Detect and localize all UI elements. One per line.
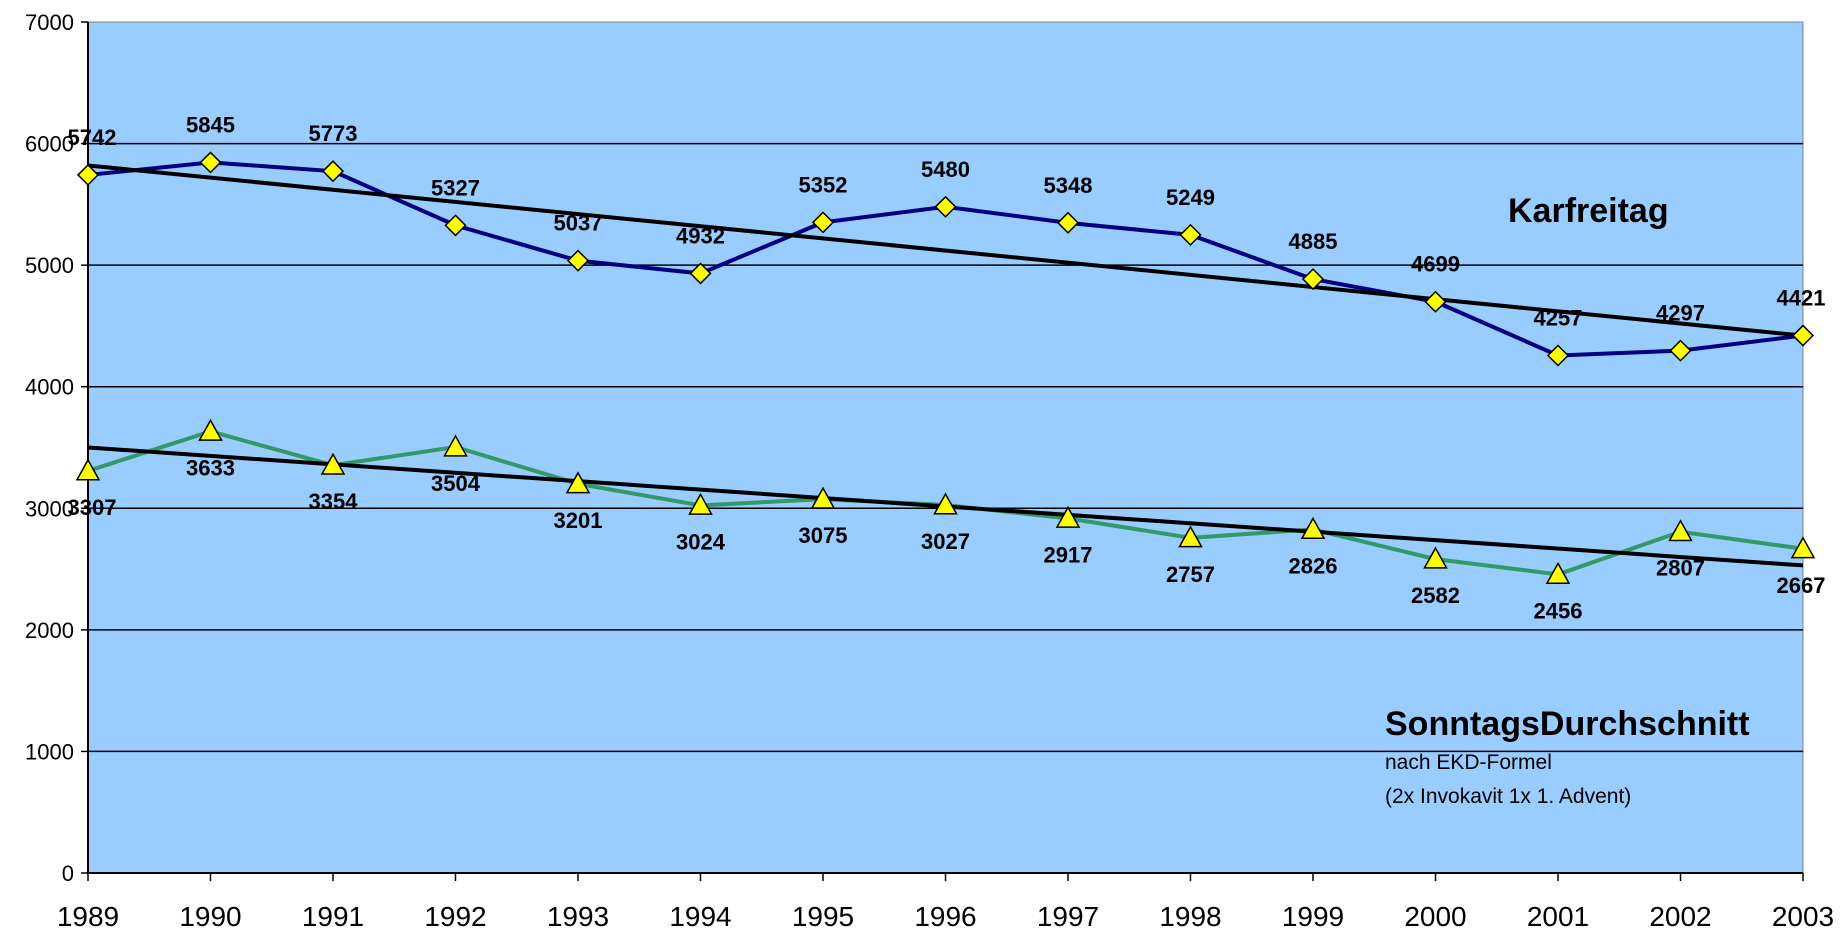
- plot-area: [87, 21, 1804, 874]
- y-tick-label: 2000: [25, 618, 74, 643]
- data-point: [934, 195, 957, 218]
- y-axis-ticks: 0 1000 2000 3000 4000 5000 6000 7000: [25, 10, 88, 886]
- data-point: [199, 151, 222, 174]
- data-label: 2757: [1166, 562, 1215, 587]
- data-label: 4932: [676, 223, 725, 248]
- data-label: 2456: [1534, 598, 1583, 623]
- data-label: 5845: [186, 112, 235, 137]
- x-tick-label: 1997: [1037, 901, 1099, 932]
- data-label: 3633: [186, 455, 235, 480]
- data-point: [443, 434, 468, 457]
- x-tick-label: 2001: [1527, 901, 1589, 932]
- y-tick-label: 3000: [25, 496, 74, 521]
- data-label: 5480: [921, 157, 970, 182]
- data-label: 4297: [1656, 301, 1705, 326]
- data-point: [1056, 211, 1080, 234]
- data-label: 4885: [1289, 229, 1338, 254]
- data-point: [1668, 519, 1693, 542]
- x-tick-label: 1996: [914, 901, 976, 932]
- data-point: [1545, 561, 1571, 584]
- karfreitag-annotation: Karfreitag: [1508, 192, 1669, 230]
- data-point: [1546, 344, 1570, 367]
- data-labels: 5742 5845 5773 5327 5037 4932 5352 5480 5348 5249…: [68, 112, 1826, 623]
- data-label: 2917: [1044, 542, 1093, 567]
- data-point: [810, 486, 836, 509]
- sonntag-note-line1: nach EKD-Formel: [1385, 751, 1552, 774]
- data-point: [198, 418, 223, 441]
- data-label: 5773: [309, 121, 358, 146]
- x-tick-label: 1992: [424, 901, 486, 932]
- data-point: [1669, 339, 1692, 362]
- data-label: 2667: [1777, 573, 1826, 598]
- data-label: 4421: [1777, 286, 1826, 311]
- data-label: 2582: [1411, 583, 1460, 608]
- x-tick-label: 1991: [302, 901, 364, 932]
- x-tick-label: 1993: [547, 901, 609, 932]
- y-tick-label: 4000: [25, 375, 74, 400]
- data-point: [444, 214, 467, 237]
- x-tick-label: 1989: [57, 901, 119, 932]
- data-label: 5742: [68, 125, 117, 150]
- y-tick-label: 6000: [25, 132, 74, 157]
- data-label: 5327: [431, 175, 480, 200]
- data-label: 3504: [431, 471, 481, 496]
- x-axis-ticks: 1989 1990 1991 1992 1993 1994 1995 1996 1997 1998…: [57, 873, 1834, 932]
- y-tick-label: 7000: [25, 10, 74, 35]
- x-tick-label: 2000: [1404, 901, 1466, 932]
- data-point: [321, 160, 345, 183]
- series-sonntagsdurchschnitt: [75, 418, 1816, 584]
- data-point: [1790, 536, 1816, 559]
- data-point: [689, 262, 712, 285]
- data-label: 3307: [68, 495, 117, 520]
- x-tick-label: 1998: [1159, 901, 1221, 932]
- series-layer: [75, 151, 1816, 584]
- sonntag-annotation: SonntagsDurchschnitt: [1385, 705, 1750, 743]
- data-point: [566, 249, 590, 272]
- data-label: 3075: [799, 523, 848, 548]
- x-tick-label: 1990: [179, 901, 241, 932]
- data-point: [1423, 546, 1448, 569]
- x-tick-label: 2003: [1772, 901, 1834, 932]
- x-tick-label: 2002: [1649, 901, 1711, 932]
- x-tick-label: 1999: [1282, 901, 1344, 932]
- sonntag-note-line2: (2x Invokavit 1x 1. Advent): [1385, 785, 1631, 808]
- x-tick-label: 1995: [792, 901, 854, 932]
- y-tick-label: 5000: [25, 253, 74, 278]
- data-point: [565, 471, 591, 494]
- data-point: [320, 452, 346, 475]
- trendline: [87, 163, 1804, 338]
- series-karfreitag: [76, 151, 1815, 367]
- data-label: 4699: [1411, 252, 1460, 277]
- y-tick-label: 1000: [25, 739, 74, 764]
- data-label: 5352: [799, 172, 848, 197]
- data-point: [1055, 505, 1081, 528]
- data-point: [1300, 516, 1326, 539]
- data-label: 2826: [1289, 553, 1338, 578]
- data-point: [933, 492, 958, 515]
- data-point: [811, 211, 835, 234]
- data-point: [1179, 223, 1202, 246]
- data-label: 3201: [554, 508, 603, 533]
- x-tick-label: 1994: [669, 901, 731, 932]
- data-label: 3024: [676, 529, 726, 554]
- data-point: [1791, 324, 1815, 347]
- data-label: 5249: [1166, 185, 1215, 210]
- data-label: 3354: [309, 489, 359, 514]
- data-label: 4257: [1534, 305, 1583, 330]
- data-label: 2807: [1656, 556, 1705, 581]
- data-point: [76, 163, 100, 186]
- data-label: 3027: [921, 529, 970, 554]
- data-point: [1301, 268, 1325, 291]
- y-tick-label: 0: [62, 861, 74, 886]
- data-label: 5037: [554, 211, 603, 236]
- data-point: [688, 492, 713, 515]
- data-point: [75, 458, 101, 481]
- data-point: [1424, 290, 1447, 313]
- data-label: 5348: [1044, 173, 1093, 198]
- data-point: [1178, 525, 1203, 548]
